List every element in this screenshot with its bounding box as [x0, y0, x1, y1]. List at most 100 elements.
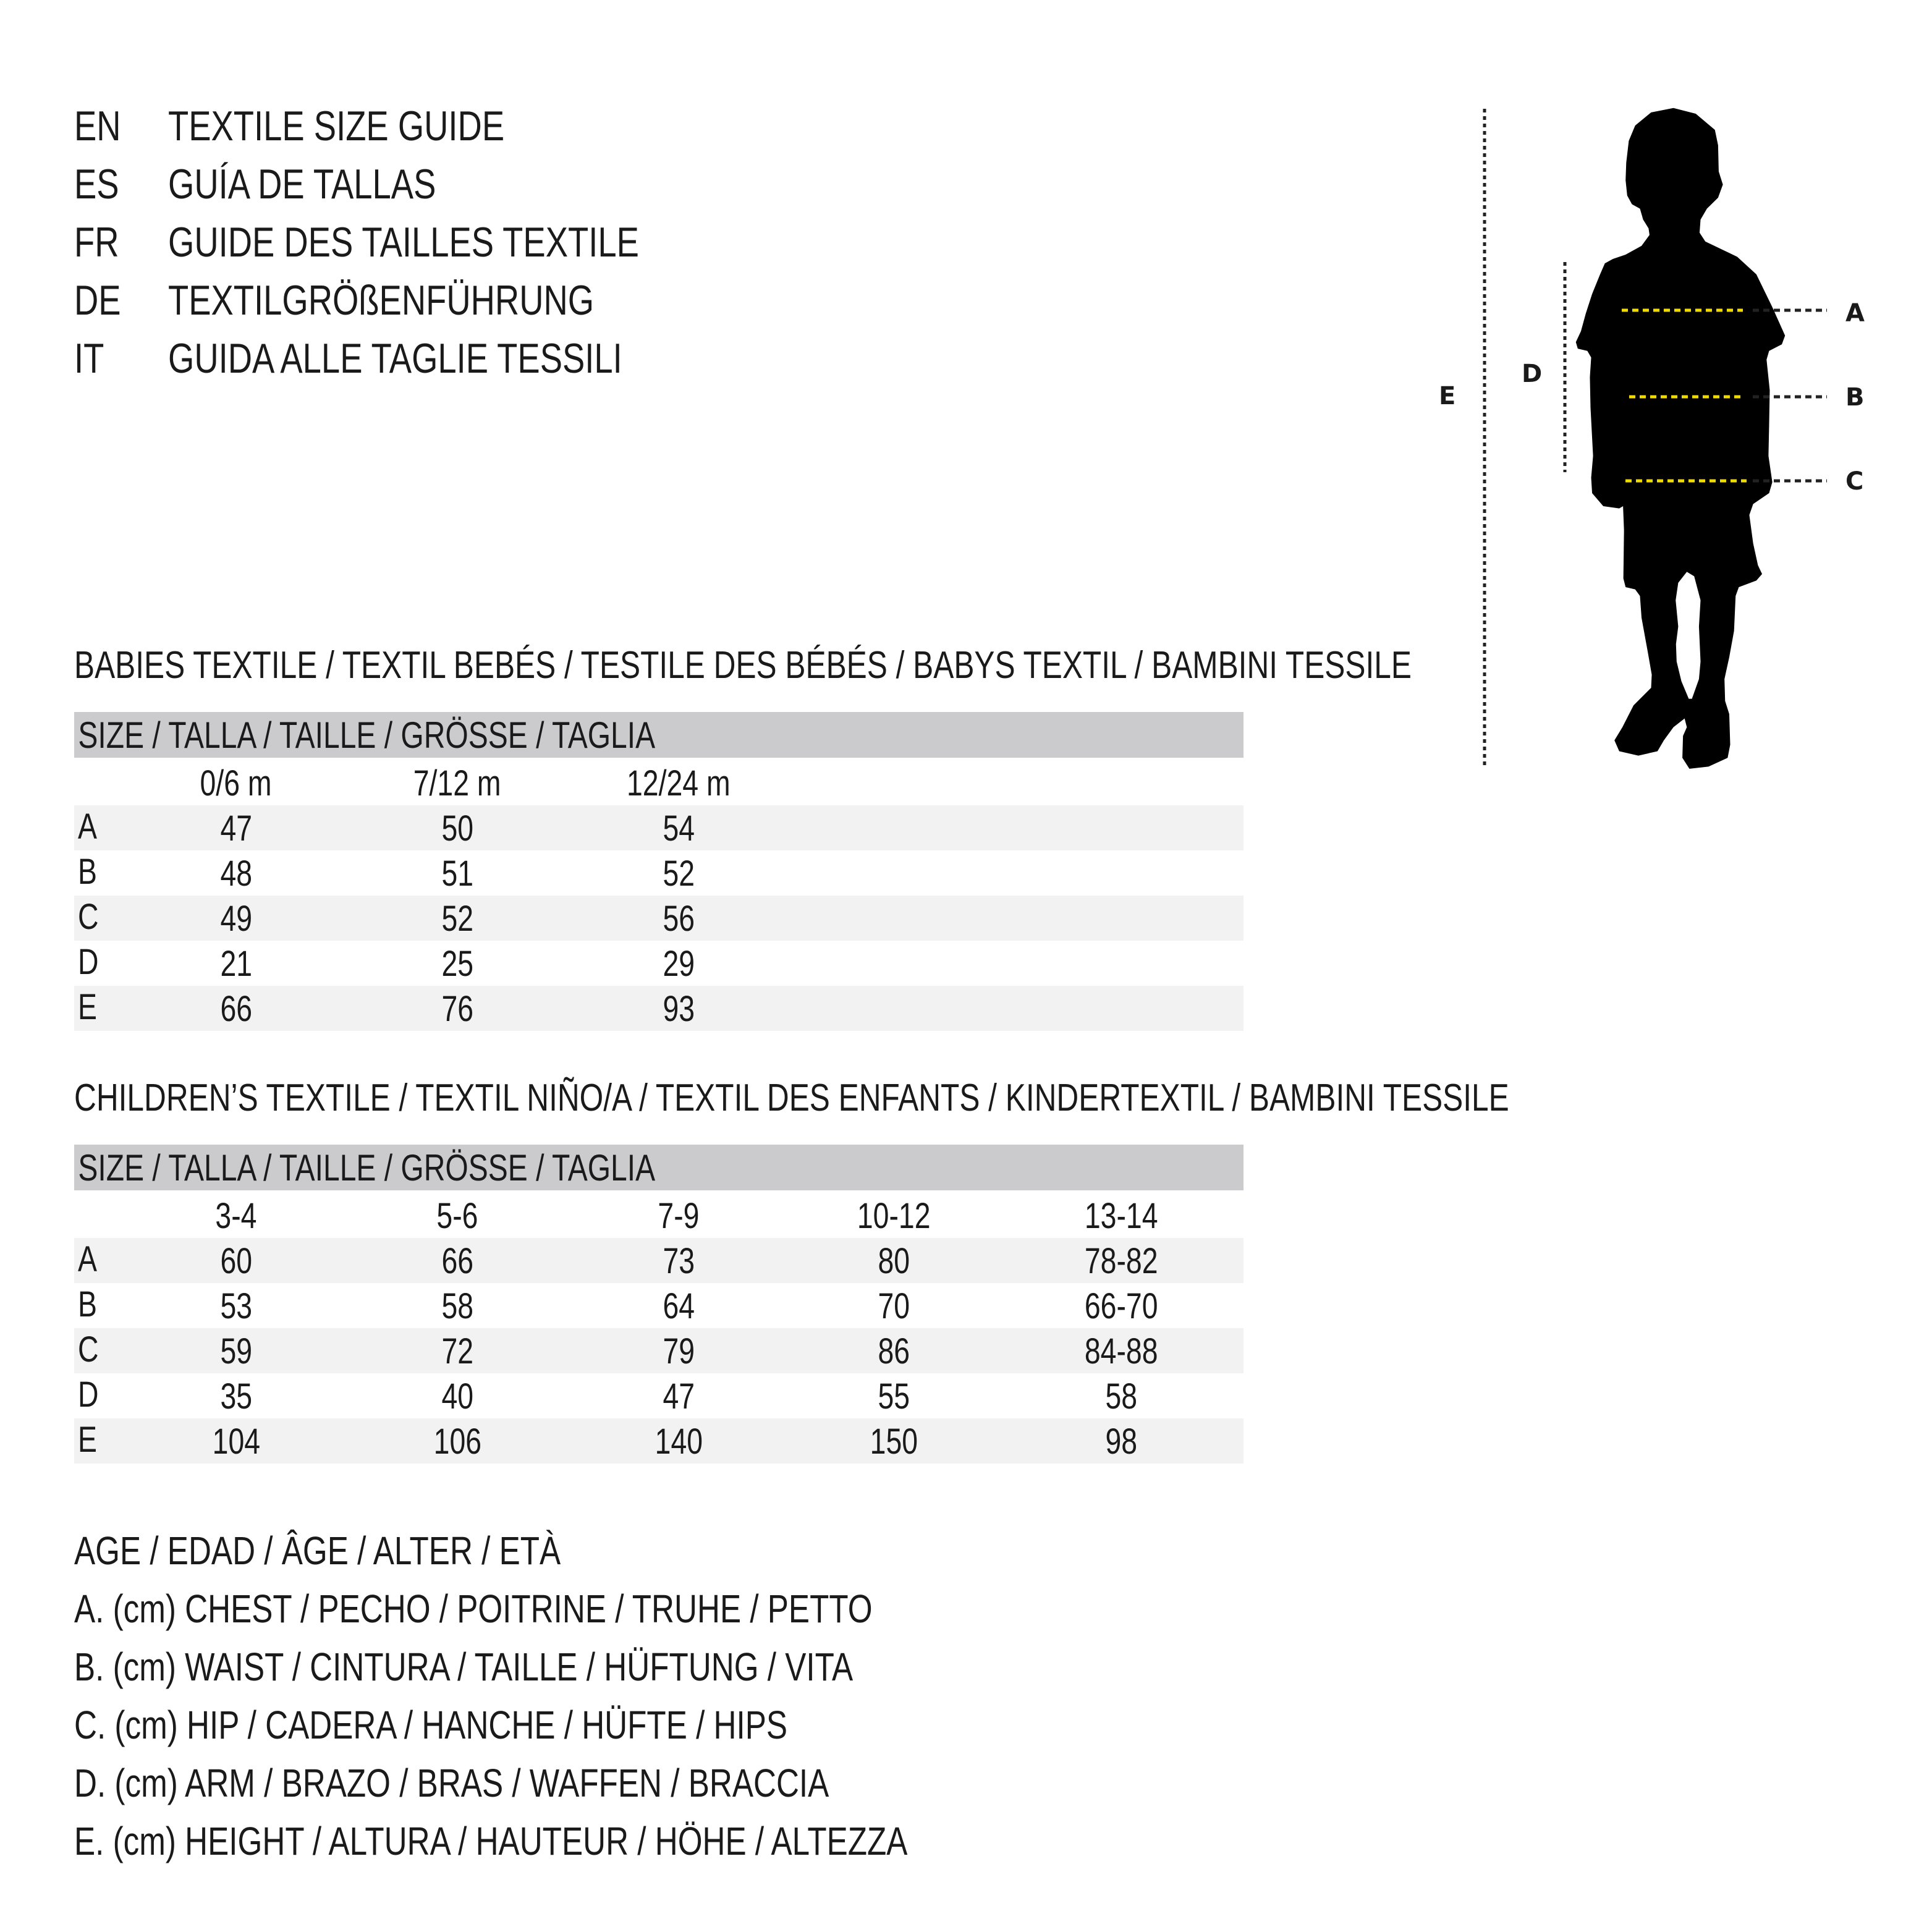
table-cell: 93	[586, 986, 771, 1031]
column-header: 10-12	[801, 1193, 986, 1238]
text: 64	[663, 1286, 695, 1326]
text: 13-14	[1084, 1196, 1158, 1236]
table-cell: 98	[1028, 1418, 1214, 1464]
language-code: DE	[74, 271, 132, 329]
table-cell: 58	[365, 1283, 550, 1328]
text: C	[78, 897, 99, 937]
text: 56	[663, 899, 695, 939]
language-code: IT	[74, 329, 111, 388]
text: 140	[655, 1421, 703, 1462]
table-row: B 53 58 64 70 66-70	[74, 1283, 1244, 1328]
label-e: E	[1439, 382, 1455, 410]
text: 86	[878, 1331, 910, 1371]
text: TEXTILE SIZE GUIDE	[168, 103, 505, 150]
text: 66-70	[1084, 1286, 1158, 1326]
text: TEXTILGRÖßENFÜHRUNG	[168, 277, 595, 324]
text: 70	[878, 1286, 910, 1326]
legend-item: A. (cm) CHEST / PECHO / POITRINE / TRUHE…	[74, 1580, 1072, 1638]
row-label: B	[78, 850, 102, 896]
text: FR	[74, 219, 119, 266]
table-cell: 51	[365, 850, 550, 896]
text: 76	[441, 989, 473, 1029]
text: 0/6 m	[200, 763, 273, 803]
text: 73	[663, 1241, 695, 1281]
text: GUIDE DES TAILLES TEXTILE	[168, 219, 639, 266]
text: 98	[1105, 1421, 1137, 1462]
text: 47	[220, 808, 252, 849]
language-code: FR	[74, 213, 130, 271]
label-b: B	[1845, 383, 1865, 412]
table-cell: 59	[143, 1328, 329, 1373]
text: 53	[220, 1286, 252, 1326]
text: 5-6	[436, 1196, 478, 1236]
text: 35	[220, 1376, 252, 1417]
text: A	[78, 1239, 97, 1279]
babies-size-header: SIZE / TALLA / TAILLE / GRÖSSE / TAGLIA	[74, 712, 1244, 758]
legend-item: E. (cm) HEIGHT / ALTURA / HAUTEUR / HÖHE…	[74, 1812, 1116, 1870]
text: DE	[74, 277, 121, 324]
table-cell: 47	[143, 805, 329, 850]
text: 78-82	[1084, 1241, 1158, 1281]
row-label: E	[78, 986, 102, 1031]
table-cell: 56	[586, 896, 771, 941]
text: D. (cm) ARM / BRAZO / BRAS / WAFFEN / BR…	[74, 1761, 829, 1805]
guide-title: GUIDA ALLE TAGLIE TESSILI	[168, 329, 735, 388]
table-cell: 50	[365, 805, 550, 850]
text: C	[78, 1329, 99, 1370]
text: B	[78, 852, 97, 892]
babies-heading: BABIES TEXTILE / TEXTIL BEBÉS / TESTILE …	[74, 644, 1412, 687]
table-cell: 53	[143, 1283, 329, 1328]
table-cell: 80	[801, 1238, 986, 1283]
text: E. (cm) HEIGHT / ALTURA / HAUTEUR / HÖHE…	[74, 1819, 908, 1863]
column-header-row: 3-4 5-6 7-9 10-12 13-14	[74, 1193, 1244, 1238]
guide-title: GUIDE DES TAILLES TEXTILE	[168, 213, 756, 271]
table-cell: 52	[586, 850, 771, 896]
table-cell: 49	[143, 896, 329, 941]
row-label: C	[78, 1328, 104, 1373]
table-cell: 106	[365, 1418, 550, 1464]
table-cell: 58	[1028, 1373, 1214, 1418]
table-cell: 48	[143, 850, 329, 896]
table-row: A 60 66 73 80 78-82	[74, 1238, 1244, 1283]
text: 66	[441, 1241, 473, 1281]
legend-item: AGE / EDAD / ÂGE / ALTER / ETÀ	[74, 1522, 682, 1580]
table-row: D 35 40 47 55 58	[74, 1373, 1244, 1418]
row-label: E	[78, 1418, 102, 1464]
text: 150	[870, 1421, 918, 1462]
text: 3-4	[215, 1196, 257, 1236]
table-cell: 29	[586, 941, 771, 986]
table-cell: 55	[801, 1373, 986, 1418]
column-header: 3-4	[143, 1193, 329, 1238]
row-label: C	[78, 896, 104, 941]
table-cell: 70	[801, 1283, 986, 1328]
label-d: D	[1522, 360, 1542, 388]
text: 50	[441, 808, 473, 849]
text: EN	[74, 103, 121, 150]
text: 93	[663, 989, 695, 1029]
table-cell: 66-70	[1028, 1283, 1214, 1328]
column-header: 7-9	[586, 1193, 771, 1238]
text: IT	[74, 335, 104, 382]
table-cell: 73	[586, 1238, 771, 1283]
text: A	[78, 807, 97, 847]
text: GUÍA DE TALLAS	[168, 161, 436, 208]
table-cell: 54	[586, 805, 771, 850]
table-cell: 64	[586, 1283, 771, 1328]
text: 7-9	[658, 1196, 700, 1236]
table-cell: 25	[365, 941, 550, 986]
text: 52	[441, 899, 473, 939]
label-a: A	[1845, 299, 1865, 328]
table-cell: 66	[143, 986, 329, 1031]
table-row: E 66 76 93	[74, 986, 1244, 1031]
table-cell: 76	[365, 986, 550, 1031]
text: C. (cm) HIP / CADERA / HANCHE / HÜFTE / …	[74, 1703, 788, 1747]
text: 47	[663, 1376, 695, 1417]
child-silhouette-icon	[1575, 108, 1786, 769]
label-c: C	[1845, 467, 1863, 496]
text: 25	[441, 944, 473, 984]
table-cell: 79	[586, 1328, 771, 1373]
text: ES	[74, 161, 119, 208]
table-cell: 60	[143, 1238, 329, 1283]
text: D	[78, 1375, 99, 1415]
